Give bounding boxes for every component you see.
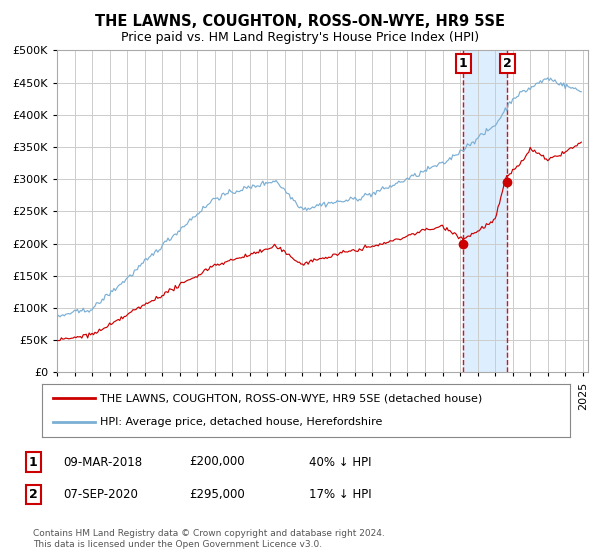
Text: Contains HM Land Registry data © Crown copyright and database right 2024.
This d: Contains HM Land Registry data © Crown c… <box>33 529 385 549</box>
Bar <box>463 50 507 372</box>
Text: £200,000: £200,000 <box>189 455 245 469</box>
Text: 1: 1 <box>29 455 37 469</box>
Text: THE LAWNS, COUGHTON, ROSS-ON-WYE, HR9 5SE: THE LAWNS, COUGHTON, ROSS-ON-WYE, HR9 5S… <box>95 14 505 29</box>
Text: 07-SEP-2020: 07-SEP-2020 <box>63 488 138 501</box>
Text: 40% ↓ HPI: 40% ↓ HPI <box>309 455 371 469</box>
Text: HPI: Average price, detached house, Herefordshire: HPI: Average price, detached house, Here… <box>100 417 382 427</box>
Text: Price paid vs. HM Land Registry's House Price Index (HPI): Price paid vs. HM Land Registry's House … <box>121 31 479 44</box>
Text: THE LAWNS, COUGHTON, ROSS-ON-WYE, HR9 5SE (detached house): THE LAWNS, COUGHTON, ROSS-ON-WYE, HR9 5S… <box>100 394 482 404</box>
Text: 1: 1 <box>459 57 467 70</box>
Text: 17% ↓ HPI: 17% ↓ HPI <box>309 488 371 501</box>
Text: 09-MAR-2018: 09-MAR-2018 <box>63 455 142 469</box>
Text: 2: 2 <box>503 57 511 70</box>
Text: £295,000: £295,000 <box>189 488 245 501</box>
Text: 2: 2 <box>29 488 37 501</box>
